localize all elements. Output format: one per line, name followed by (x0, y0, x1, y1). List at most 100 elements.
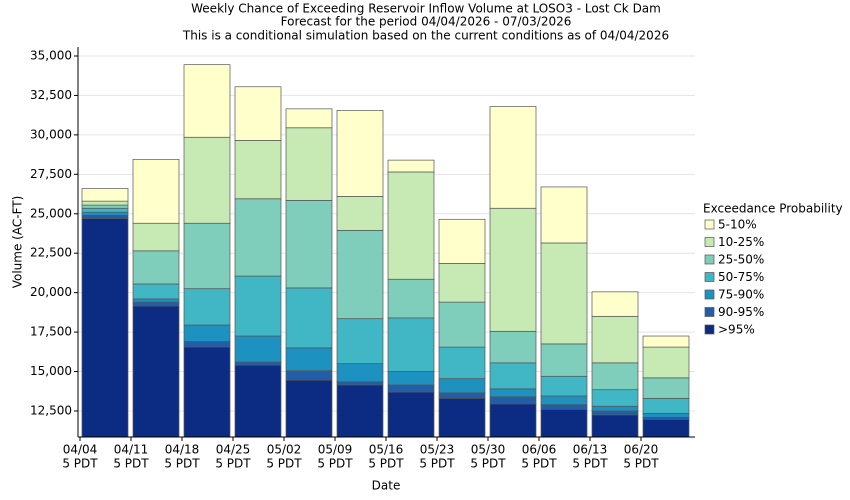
x-axis-label: Date (372, 479, 401, 493)
x-tick-label: 05/23 (420, 443, 455, 457)
bar-segment (285, 108, 333, 129)
bar-segment (336, 384, 384, 438)
y-tick-label: 15,000 (30, 364, 72, 378)
bar-segment (642, 397, 690, 414)
legend-swatch (704, 289, 715, 300)
bar-segment (489, 362, 537, 390)
bar-segment (132, 305, 180, 438)
bar-segment (387, 278, 435, 319)
chart-subtitle: Forecast for the period 04/04/2026 - 07/… (281, 15, 572, 29)
y-tick-label: 17,500 (30, 325, 72, 339)
bar-segment (234, 275, 282, 337)
bar-segment (285, 347, 333, 372)
bar-segment (132, 298, 180, 303)
bar-segment (81, 200, 129, 206)
bar-segment (81, 214, 129, 219)
bar-segment (591, 291, 639, 317)
x-tick-label: 06/06 (522, 443, 557, 457)
bar-segment (234, 361, 282, 366)
bar-segment (591, 315, 639, 364)
bar-segment (540, 395, 588, 406)
bar-segment (183, 222, 231, 290)
bar-segment (285, 127, 333, 201)
x-tick-label: 05/30 (471, 443, 506, 457)
legend-swatch (704, 237, 715, 247)
y-tick-label: 22,500 (30, 246, 72, 260)
chart-title: Weekly Chance of Exceeding Reservoir Inf… (191, 2, 661, 16)
bar-segment (183, 324, 231, 342)
bar-segment (132, 283, 180, 300)
x-tick-label: 5 PDT (470, 457, 506, 471)
x-tick-label: 5 PDT (266, 457, 302, 471)
bar-segment (387, 171, 435, 280)
legend-label: 10-25% (718, 235, 764, 249)
bar-segment (489, 403, 537, 438)
x-tick-label: 5 PDT (113, 457, 149, 471)
bar-segment (387, 159, 435, 173)
bar-segment (234, 140, 282, 200)
x-tick-label: 04/25 (216, 443, 251, 457)
x-tick-label: 05/16 (369, 443, 404, 457)
legend-label: 90-95% (718, 305, 764, 319)
legend-swatch (704, 254, 715, 265)
x-tick-label: 06/20 (624, 443, 659, 457)
bar-segment (489, 388, 537, 398)
legend-swatch (704, 272, 715, 282)
x-tick-label: 04/04 (63, 443, 98, 457)
bar-segment (438, 218, 486, 264)
legend-label: 5-10% (718, 218, 757, 232)
bar-segment (183, 346, 231, 438)
bar-segment (591, 389, 639, 407)
x-tick-label: 04/11 (114, 443, 149, 457)
y-tick-label: 27,500 (30, 167, 72, 181)
y-tick-label: 12,500 (30, 403, 72, 417)
bar-segment (285, 287, 333, 349)
bar-segment (285, 370, 333, 381)
legend-label: 75-90% (718, 288, 764, 302)
bar-segment (183, 288, 231, 326)
legend-label: 25-50% (718, 253, 764, 267)
bar-segment (336, 229, 384, 320)
legend-label: >95% (718, 323, 755, 337)
bar-segment (489, 330, 537, 364)
x-tick-label: 5 PDT (623, 457, 659, 471)
bar-segment (489, 207, 537, 332)
y-axis-label: Volume (AC-FT) (11, 196, 25, 289)
bar-segment (234, 335, 282, 363)
bar-segment (438, 397, 486, 438)
x-tick-label: 5 PDT (317, 457, 353, 471)
bar-segment (336, 381, 384, 386)
y-tick-label: 32,500 (30, 88, 72, 102)
bar-segment (81, 188, 129, 202)
bar-segment (183, 64, 231, 138)
y-tick-label: 25,000 (30, 206, 72, 220)
bar-segment (387, 371, 435, 386)
bar-segment (642, 346, 690, 379)
bar-segment (540, 242, 588, 345)
y-tick-label: 30,000 (30, 127, 72, 141)
bar-segment (642, 335, 690, 348)
bar-segment (387, 317, 435, 372)
bar-segment (132, 250, 180, 285)
x-tick-label: 5 PDT (215, 457, 251, 471)
bar-segment (489, 396, 537, 405)
bar-segment (591, 362, 639, 391)
bar-segment (540, 343, 588, 377)
bar-segment (387, 391, 435, 438)
y-tick-label: 35,000 (30, 48, 72, 62)
bar-segment (642, 377, 690, 399)
x-tick-label: 5 PDT (521, 457, 557, 471)
bar-segment (234, 364, 282, 438)
bar-segment (132, 158, 180, 224)
bar-segment (132, 301, 180, 307)
legend-swatch (704, 307, 715, 317)
bar-segment (81, 218, 129, 438)
bar-segment (336, 318, 384, 364)
bar-segment (438, 346, 486, 379)
x-tick-label: 5 PDT (572, 457, 608, 471)
bar-segment (336, 196, 384, 231)
chart-note: This is a conditional simulation based o… (182, 29, 669, 43)
bar-segment (540, 186, 588, 244)
bar-segment (285, 379, 333, 438)
bar-segment (591, 405, 639, 412)
